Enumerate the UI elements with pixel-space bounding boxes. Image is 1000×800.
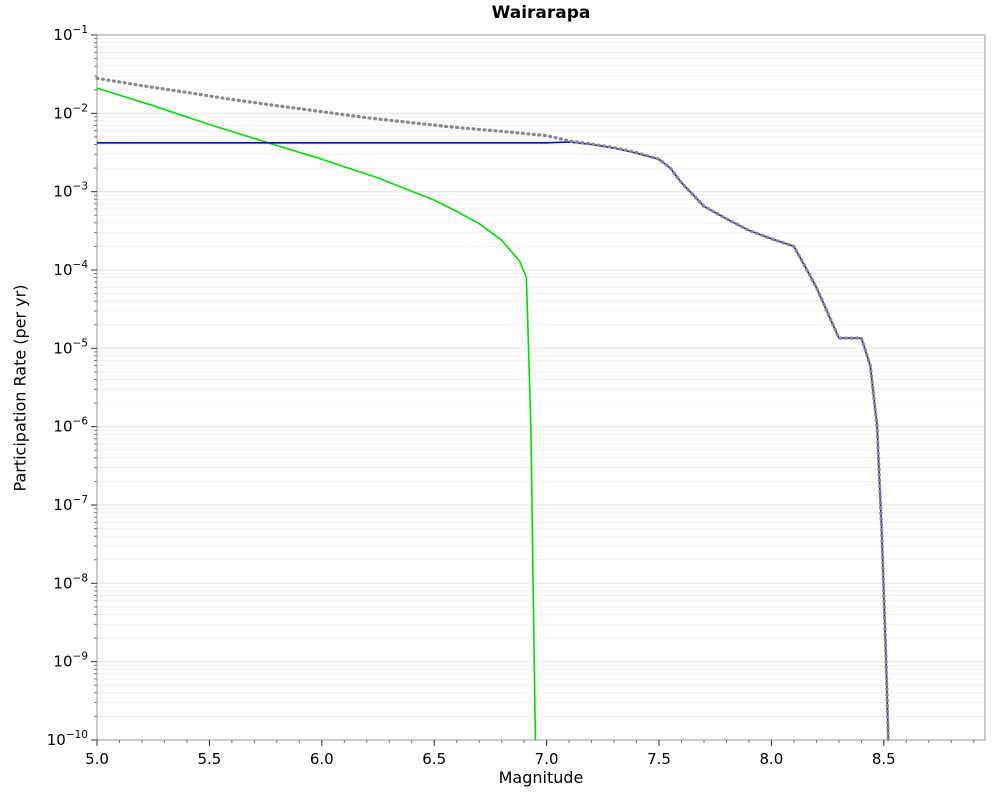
chart-title: Wairarapa [491, 3, 591, 23]
plot-border [96, 34, 986, 741]
y-tick-label: 10−8 [53, 572, 88, 592]
y-tick-label: 10−10 [47, 729, 88, 749]
x-axis-label: Magnitude [498, 768, 584, 787]
green-curve [96, 87, 537, 741]
y-tick-label: 10−9 [53, 651, 88, 671]
blue-curve [97, 141, 890, 741]
x-tick-label: 7.0 [535, 750, 559, 768]
y-tick-label: 10−7 [53, 494, 88, 514]
y-tick-label: 10−2 [53, 102, 88, 122]
y-tick-label: 10−1 [53, 24, 88, 44]
x-tick-label: 7.5 [647, 750, 671, 768]
x-tick-label: 6.5 [422, 750, 446, 768]
x-tick-label: 8.5 [872, 750, 896, 768]
y-tick-label: 10−4 [53, 259, 88, 279]
gray-dotted-curve [95, 76, 890, 742]
y-tick-label: 10−5 [53, 337, 88, 357]
x-tick-label: 8.0 [759, 750, 783, 768]
y-axis-label: Participation Rate (per yr) [10, 284, 30, 492]
x-tick-label: 6.0 [310, 750, 334, 768]
y-tick-label: 10−6 [53, 416, 88, 436]
y-tick-label: 10−3 [53, 181, 88, 201]
x-tick-label: 5.0 [85, 750, 109, 768]
x-tick-label: 5.5 [197, 750, 221, 768]
